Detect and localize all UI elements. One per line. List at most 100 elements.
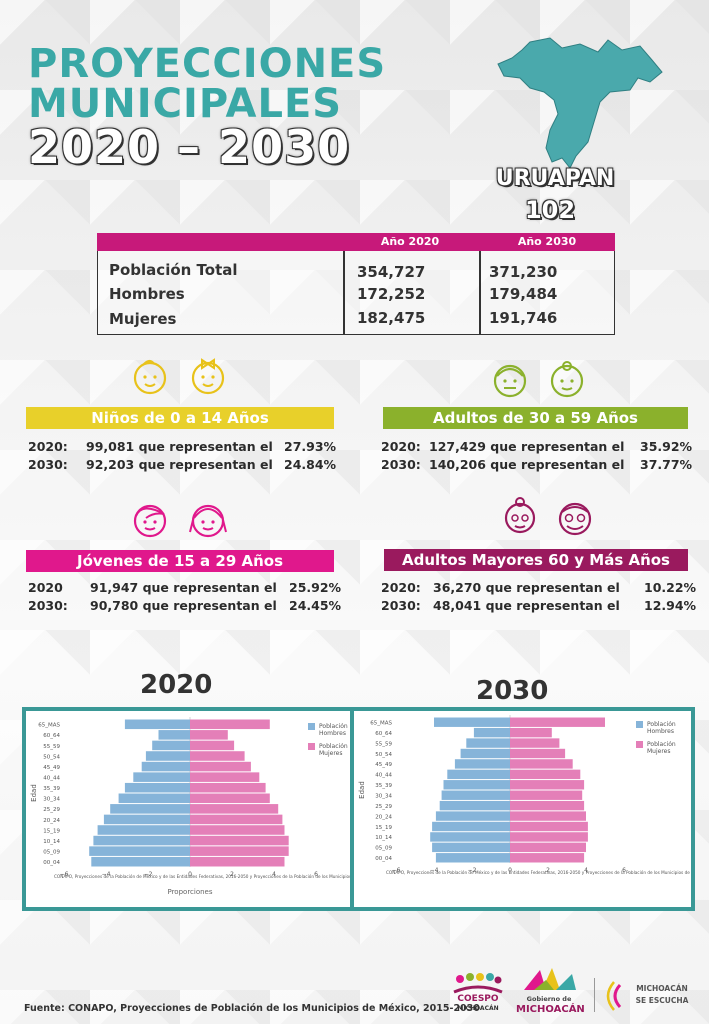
age-tick-label: 00_04 xyxy=(375,856,392,862)
chart-heading-2030: 2030 xyxy=(476,676,549,706)
pyramid-bar xyxy=(91,856,190,867)
age-tick-label: 35_39 xyxy=(375,783,392,789)
stat-adultos-2030-pct: 37.77% xyxy=(640,457,693,472)
age-tick-label: 45_49 xyxy=(375,762,392,768)
stat-mayores-2030-pct: 12.94% xyxy=(644,598,697,613)
age-tick-label: 60_64 xyxy=(375,731,392,737)
age-tick-label: 45_49 xyxy=(43,765,60,771)
banner-mayores: Adultos Mayores 60 y Más Años xyxy=(384,549,688,571)
charts-divider xyxy=(350,707,354,911)
table-header-2030: Año 2030 xyxy=(517,235,577,248)
gobierno-logo-sub: MICHOACÁN xyxy=(516,1004,585,1015)
stat-ninos-2020-text: 99,081 que representan el xyxy=(86,439,273,454)
pyramid-bar xyxy=(158,730,190,740)
pyramid-bar xyxy=(118,793,190,804)
pyramid-bar xyxy=(190,835,289,846)
row-label-mujeres: Mujeres xyxy=(109,310,177,328)
x-tick-label: −6 xyxy=(60,871,69,878)
pyramid-bar xyxy=(190,793,270,804)
age-tick-label: 65_MAS xyxy=(38,723,60,729)
stat-adultos-2030-year: 2030: xyxy=(381,457,421,472)
age-tick-label: 40_44 xyxy=(375,773,392,779)
banner-jovenes: Jóvenes de 15 a 29 Años xyxy=(26,550,334,572)
pyramid-bar xyxy=(510,811,586,821)
stat-jovenes-2020-year: 2020 xyxy=(28,580,63,595)
stat-mayores-2020-year: 2020: xyxy=(381,580,421,595)
pyramid-bar xyxy=(133,772,190,782)
title-line-2: MUNICIPALES xyxy=(28,81,343,127)
row-mujeres-2020: 182,475 xyxy=(357,309,426,327)
pyramid-bar xyxy=(190,740,235,751)
table-divider xyxy=(479,251,481,335)
age-tick-label: 55_59 xyxy=(375,741,392,747)
banner-mayores-label: Adultos Mayores 60 y Más Años xyxy=(401,551,670,569)
baby-girl-icon xyxy=(191,358,225,395)
chart-heading-2020: 2020 xyxy=(140,670,213,700)
age-tick-label: 15_19 xyxy=(375,825,392,831)
pyramid-bar xyxy=(110,804,190,814)
age-tick-label: 50_54 xyxy=(375,752,392,758)
banner-jovenes-label: Jóvenes de 15 a 29 Años xyxy=(76,552,284,570)
row-hombres-2020: 172,252 xyxy=(357,285,426,303)
stat-adultos-2030-text: 140,206 que representan el xyxy=(429,457,625,472)
banner-adultos: Adultos de 30 a 59 Años xyxy=(383,407,688,429)
pyramid-bar xyxy=(466,738,510,748)
age-tick-label: 05_09 xyxy=(375,846,392,852)
pyramid-bar xyxy=(510,727,552,738)
y-axis-label: Edad xyxy=(30,784,38,802)
legend-label-line2: Hombres xyxy=(319,730,346,737)
legend-label-line2: Mujeres xyxy=(647,748,671,755)
pyramid-bar xyxy=(510,748,566,759)
young-boy-icon xyxy=(133,504,167,538)
municipality-map-icon xyxy=(497,37,663,169)
michoacan-se-escucha-logo: MICHOACÁN SE ESCUCHA xyxy=(606,978,706,1014)
pyramid-bar xyxy=(460,748,510,759)
age-tick-label: 05_09 xyxy=(43,849,60,855)
row-mujeres-2030: 191,746 xyxy=(489,309,558,327)
banner-ninos-label: Niños de 0 a 14 Años xyxy=(91,409,269,427)
x-tick-label: 6 xyxy=(314,871,318,878)
stat-mayores-2020-pct: 10.22% xyxy=(644,580,697,595)
source-footer: Fuente: CONAPO, Proyecciones de Població… xyxy=(24,1003,480,1014)
coespo-people-icon xyxy=(453,973,503,994)
age-tick-label: 55_59 xyxy=(43,744,60,750)
pyramid-bar xyxy=(190,772,260,782)
pyramid-bar xyxy=(190,846,289,856)
age-tick-label: 15_19 xyxy=(43,828,60,834)
x-tick-label: −2 xyxy=(144,871,153,878)
escucha-logo-line1: MICHOACÁN xyxy=(636,984,688,993)
row-hombres-2030: 179,484 xyxy=(489,285,558,303)
stat-adultos-2020-text: 127,429 que representan el xyxy=(429,439,625,454)
legend-label-line2: Mujeres xyxy=(319,750,343,757)
elder-woman-icon xyxy=(504,497,536,534)
legend-label-line1: Población xyxy=(647,721,676,728)
pyramid-bar xyxy=(510,790,583,800)
stat-mayores-2030-year: 2030: xyxy=(381,598,421,613)
title-line-1: PROYECCIONES xyxy=(28,41,387,87)
escucha-logo-line2: SE ESCUCHA xyxy=(635,996,689,1005)
age-tick-label: 00_04 xyxy=(43,860,60,866)
pyramid-bar xyxy=(97,825,190,835)
chart-source-note: CONAPO, Proyecciones de la Población de … xyxy=(386,870,691,875)
legend-swatch xyxy=(308,723,315,730)
banner-ninos: Niños de 0 a 14 Años xyxy=(26,407,334,429)
age-tick-label: 60_64 xyxy=(43,733,60,739)
stat-jovenes-2020-pct: 25.92% xyxy=(289,580,342,595)
stat-jovenes-2030-pct: 24.45% xyxy=(289,598,342,613)
stat-jovenes-2030-text: 90,780 que representan el xyxy=(90,598,277,613)
municipality-code: 102 xyxy=(524,196,576,224)
x-tick-label: −6 xyxy=(392,867,401,874)
title-years: 2020 – 2030 xyxy=(28,120,351,174)
coespo-logo-sub: MICHOACÁN xyxy=(457,1005,499,1012)
pyramid-bar xyxy=(190,761,251,772)
pyramid-bar xyxy=(439,800,510,811)
pyramid-bar xyxy=(89,846,190,856)
pyramid-bar xyxy=(454,759,510,769)
pyramid-bar xyxy=(141,761,190,772)
chart-source-note: CONAPO, Proyecciones de la Población de … xyxy=(54,874,350,879)
pyramid-bar xyxy=(190,751,245,761)
pyramid-bar xyxy=(510,800,585,811)
stat-ninos-2020-pct: 27.93% xyxy=(284,439,337,454)
x-axis-label: Proporciones xyxy=(167,888,212,896)
pyramid-bar xyxy=(190,804,279,814)
